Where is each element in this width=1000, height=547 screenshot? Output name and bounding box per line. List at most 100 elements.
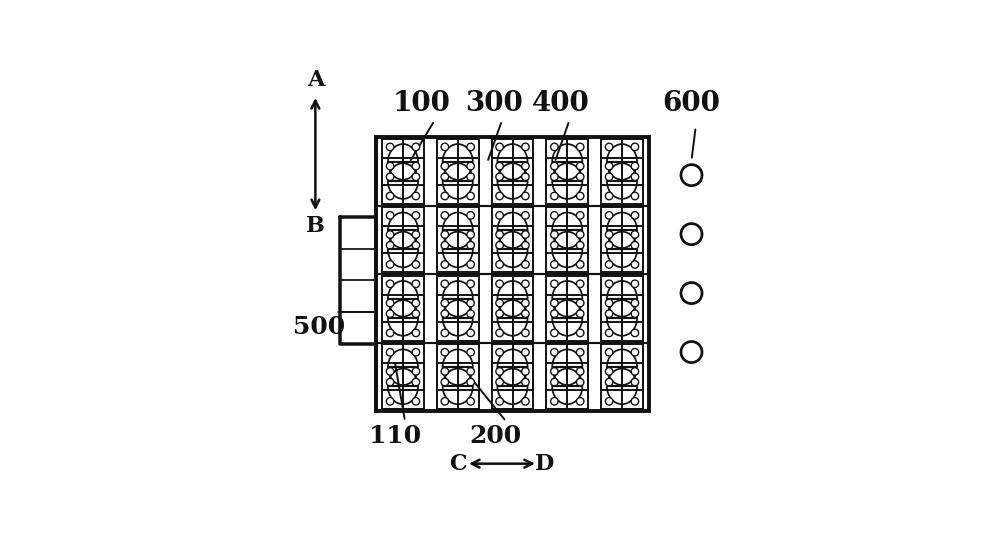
Circle shape <box>576 310 584 317</box>
Circle shape <box>576 242 584 249</box>
Circle shape <box>441 348 449 356</box>
Bar <box>437 295 479 341</box>
Bar <box>546 363 588 409</box>
Circle shape <box>631 379 639 386</box>
Circle shape <box>441 231 449 238</box>
Circle shape <box>467 280 474 288</box>
Circle shape <box>576 173 584 181</box>
Circle shape <box>522 231 529 238</box>
Circle shape <box>631 231 639 238</box>
Circle shape <box>631 162 639 170</box>
Bar <box>492 207 533 253</box>
Bar <box>382 363 424 409</box>
Circle shape <box>631 398 639 405</box>
Circle shape <box>467 143 474 150</box>
Circle shape <box>386 212 394 219</box>
Circle shape <box>551 192 558 200</box>
Bar <box>382 158 424 204</box>
Bar <box>601 363 643 409</box>
Bar <box>437 158 479 204</box>
Circle shape <box>576 329 584 336</box>
Circle shape <box>551 310 558 317</box>
Circle shape <box>605 299 613 307</box>
Bar <box>546 139 588 185</box>
Bar <box>601 158 643 204</box>
Bar <box>546 344 588 390</box>
Circle shape <box>605 143 613 150</box>
Bar <box>382 207 424 253</box>
Circle shape <box>631 310 639 317</box>
Circle shape <box>412 261 420 268</box>
Bar <box>601 139 643 185</box>
Circle shape <box>441 192 449 200</box>
Circle shape <box>551 242 558 249</box>
Circle shape <box>605 192 613 200</box>
Circle shape <box>576 368 584 375</box>
Circle shape <box>605 310 613 317</box>
Bar <box>382 295 424 341</box>
Circle shape <box>386 310 394 317</box>
Circle shape <box>467 231 474 238</box>
Circle shape <box>412 329 420 336</box>
Text: 500: 500 <box>293 315 345 339</box>
Bar <box>601 295 643 341</box>
Circle shape <box>496 143 503 150</box>
Bar <box>376 137 649 411</box>
Circle shape <box>551 280 558 288</box>
Bar <box>492 344 533 390</box>
Circle shape <box>522 261 529 268</box>
Circle shape <box>412 143 420 150</box>
Circle shape <box>576 143 584 150</box>
Circle shape <box>496 261 503 268</box>
Circle shape <box>551 231 558 238</box>
Circle shape <box>496 329 503 336</box>
Circle shape <box>576 231 584 238</box>
Circle shape <box>467 348 474 356</box>
Circle shape <box>441 162 449 170</box>
Circle shape <box>467 299 474 307</box>
Circle shape <box>631 261 639 268</box>
Circle shape <box>576 212 584 219</box>
Circle shape <box>412 280 420 288</box>
Circle shape <box>522 398 529 405</box>
Circle shape <box>496 310 503 317</box>
Circle shape <box>576 379 584 386</box>
Bar <box>601 207 643 253</box>
Circle shape <box>576 299 584 307</box>
Circle shape <box>605 212 613 219</box>
Circle shape <box>412 368 420 375</box>
Text: B: B <box>306 214 325 237</box>
Circle shape <box>467 242 474 249</box>
Circle shape <box>441 398 449 405</box>
Circle shape <box>631 192 639 200</box>
Bar <box>546 295 588 341</box>
Text: 110: 110 <box>369 424 421 449</box>
Circle shape <box>412 299 420 307</box>
Circle shape <box>522 173 529 181</box>
Circle shape <box>522 192 529 200</box>
Circle shape <box>605 280 613 288</box>
Circle shape <box>467 212 474 219</box>
Circle shape <box>496 162 503 170</box>
Circle shape <box>576 398 584 405</box>
Circle shape <box>386 299 394 307</box>
Circle shape <box>605 398 613 405</box>
Circle shape <box>412 379 420 386</box>
Circle shape <box>386 192 394 200</box>
Circle shape <box>412 231 420 238</box>
Circle shape <box>576 261 584 268</box>
Circle shape <box>441 173 449 181</box>
Circle shape <box>522 242 529 249</box>
Circle shape <box>631 280 639 288</box>
Circle shape <box>441 212 449 219</box>
Circle shape <box>605 261 613 268</box>
Circle shape <box>441 261 449 268</box>
Bar <box>601 276 643 322</box>
Circle shape <box>605 231 613 238</box>
Circle shape <box>386 348 394 356</box>
Circle shape <box>412 398 420 405</box>
Circle shape <box>412 310 420 317</box>
Circle shape <box>551 212 558 219</box>
Circle shape <box>522 212 529 219</box>
Circle shape <box>551 173 558 181</box>
